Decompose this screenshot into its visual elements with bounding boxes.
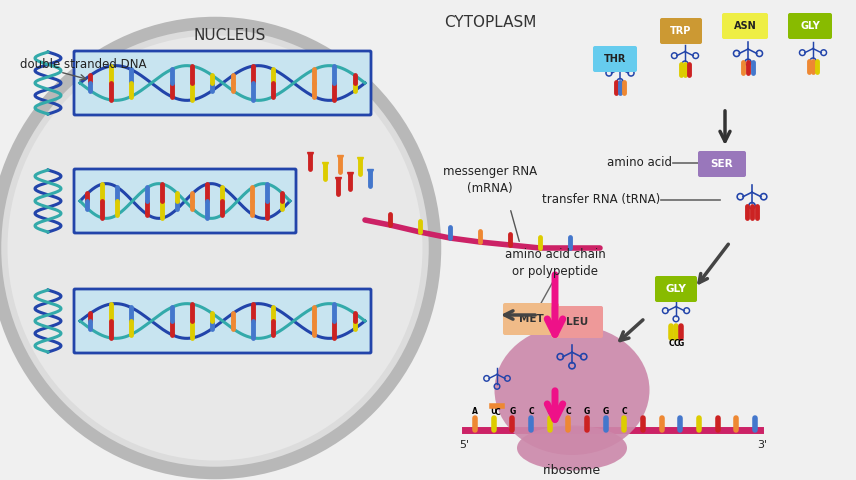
Text: transfer RNA (tRNA): transfer RNA (tRNA)	[542, 193, 660, 206]
Ellipse shape	[8, 36, 423, 460]
FancyBboxPatch shape	[698, 151, 746, 177]
FancyBboxPatch shape	[503, 303, 559, 335]
Text: C: C	[494, 408, 500, 417]
Text: C: C	[528, 407, 534, 416]
Ellipse shape	[517, 425, 627, 470]
Text: U: U	[490, 407, 496, 416]
Text: U: U	[546, 407, 553, 416]
Text: C: C	[566, 407, 571, 416]
Text: G: G	[678, 339, 684, 348]
FancyBboxPatch shape	[788, 13, 832, 39]
Text: C: C	[673, 339, 679, 348]
Text: GLY: GLY	[666, 284, 687, 294]
Ellipse shape	[495, 325, 650, 455]
FancyBboxPatch shape	[655, 276, 697, 302]
Text: messenger RNA
(mRNA): messenger RNA (mRNA)	[443, 165, 537, 195]
Text: NUCLEUS: NUCLEUS	[193, 28, 266, 43]
Ellipse shape	[0, 23, 435, 473]
Text: C: C	[621, 407, 627, 416]
Text: SER: SER	[710, 159, 734, 169]
Text: CYTOPLASM: CYTOPLASM	[443, 15, 536, 30]
Text: TRP: TRP	[670, 26, 692, 36]
Text: ASN: ASN	[734, 21, 757, 31]
FancyBboxPatch shape	[74, 169, 296, 233]
Text: A: A	[472, 407, 478, 416]
FancyBboxPatch shape	[660, 18, 702, 44]
FancyBboxPatch shape	[551, 306, 603, 338]
Text: 5': 5'	[459, 440, 469, 450]
Text: amino acid chain
or polypeptide: amino acid chain or polypeptide	[505, 248, 605, 278]
Text: GLY: GLY	[800, 21, 820, 31]
Text: LEU: LEU	[566, 317, 588, 327]
Text: G: G	[509, 407, 515, 416]
Text: 3': 3'	[757, 440, 767, 450]
Text: MET: MET	[519, 314, 544, 324]
Text: G: G	[603, 407, 609, 416]
FancyBboxPatch shape	[74, 51, 371, 115]
Text: double stranded DNA: double stranded DNA	[20, 59, 146, 72]
FancyBboxPatch shape	[74, 289, 371, 353]
Text: ribosome: ribosome	[543, 464, 601, 477]
Text: G: G	[584, 407, 590, 416]
FancyBboxPatch shape	[722, 13, 768, 39]
FancyBboxPatch shape	[593, 46, 637, 72]
Text: amino acid: amino acid	[607, 156, 672, 169]
Text: C: C	[669, 339, 674, 348]
Text: THR: THR	[603, 54, 627, 64]
